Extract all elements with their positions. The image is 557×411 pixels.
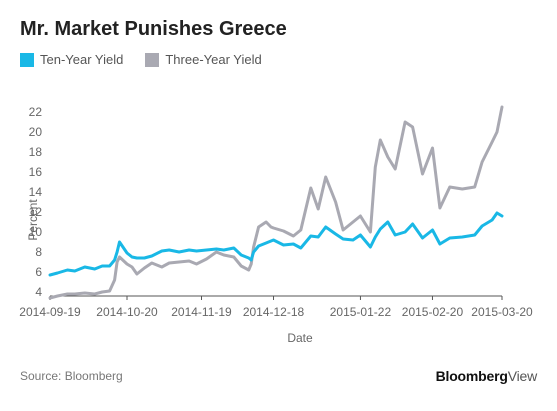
- y-tick-label: 8: [35, 245, 42, 259]
- brand-main: Bloomberg: [435, 368, 508, 384]
- x-tick-label: 2015-01-22: [330, 305, 392, 319]
- x-tick-label: 2014-11-19: [171, 305, 232, 319]
- x-tick-label: 2014-09-19: [19, 305, 81, 319]
- series-line-ten-year: [48, 211, 504, 277]
- y-tick-label: 12: [29, 205, 43, 219]
- y-tick-label: 10: [29, 225, 43, 239]
- x-tick-label: 2015-02-20: [402, 305, 464, 319]
- legend-item-three-year: Three-Year Yield: [145, 52, 262, 67]
- brand-sub: View: [507, 368, 537, 384]
- legend: Ten-Year Yield Three-Year Yield: [20, 52, 284, 67]
- x-axis-ticks: 2014-09-19 2014-10-20 2014-11-19 2014-12-18…: [19, 296, 533, 319]
- legend-label-three-year: Three-Year Yield: [165, 52, 262, 67]
- x-tick-label: 2014-10-20: [96, 305, 158, 319]
- y-axis-ticks: 4 6 8 10 12 14 16 18 20 22: [29, 105, 43, 299]
- x-axis-title: Date: [287, 331, 313, 345]
- y-tick-label: 4: [35, 285, 42, 299]
- legend-swatch-ten-year: [20, 52, 34, 67]
- y-tick-label: 14: [29, 185, 43, 199]
- x-tick-label: 2014-12-18: [243, 305, 305, 319]
- y-tick-label: 16: [29, 165, 43, 179]
- legend-label-ten-year: Ten-Year Yield: [40, 52, 124, 67]
- series-layer: [48, 105, 504, 300]
- x-tick-label: 2015-03-20: [471, 305, 533, 319]
- legend-swatch-three-year: [145, 52, 160, 67]
- y-tick-label: 6: [35, 265, 42, 279]
- source-note: Source: Bloomberg: [20, 369, 123, 383]
- legend-item-ten-year: Ten-Year Yield: [20, 52, 123, 67]
- y-axis-title: Percent: [26, 199, 40, 241]
- y-tick-label: 20: [29, 125, 43, 139]
- bloomberg-view-logo: BloombergView: [435, 368, 538, 384]
- chart-title: Mr. Market Punishes Greece: [20, 18, 287, 40]
- y-tick-label: 18: [29, 145, 43, 159]
- y-tick-label: 22: [29, 105, 43, 119]
- series-line-three-year: [48, 105, 504, 300]
